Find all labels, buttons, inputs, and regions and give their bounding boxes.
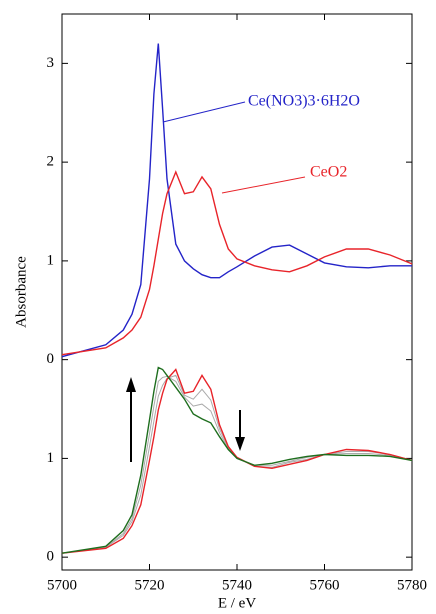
x-tick-label: 5700 (47, 577, 77, 593)
annotation-leader (221, 176, 306, 194)
x-tick-label: 5720 (135, 577, 165, 593)
series-label: CeO2 (310, 164, 347, 181)
arrow-up-head (126, 377, 136, 392)
x-tick-label: 5780 (397, 577, 427, 593)
x-axis-label: E / eV (218, 595, 256, 611)
x-tick-label: 5740 (222, 577, 252, 593)
x-tick-label: 5760 (310, 577, 340, 593)
y-axis-label: Absorbance (13, 256, 29, 328)
series-line (61, 375, 413, 554)
series-label: Ce(NO3)3·6H2O (248, 93, 360, 110)
arrow-down-head (235, 437, 245, 451)
annotation-leader (162, 101, 246, 123)
series-line (61, 43, 412, 358)
y-tick-label: 0 (47, 549, 55, 565)
series-line (61, 368, 413, 554)
y-tick-label: 1 (47, 252, 55, 268)
y-tick-label: 3 (47, 55, 55, 71)
series-line (61, 374, 413, 554)
series-line (61, 366, 413, 554)
y-tick-label: 0 (47, 351, 55, 367)
series-line (61, 170, 413, 356)
y-tick-label: 1 (47, 450, 55, 466)
y-tick-label: 2 (47, 154, 55, 170)
